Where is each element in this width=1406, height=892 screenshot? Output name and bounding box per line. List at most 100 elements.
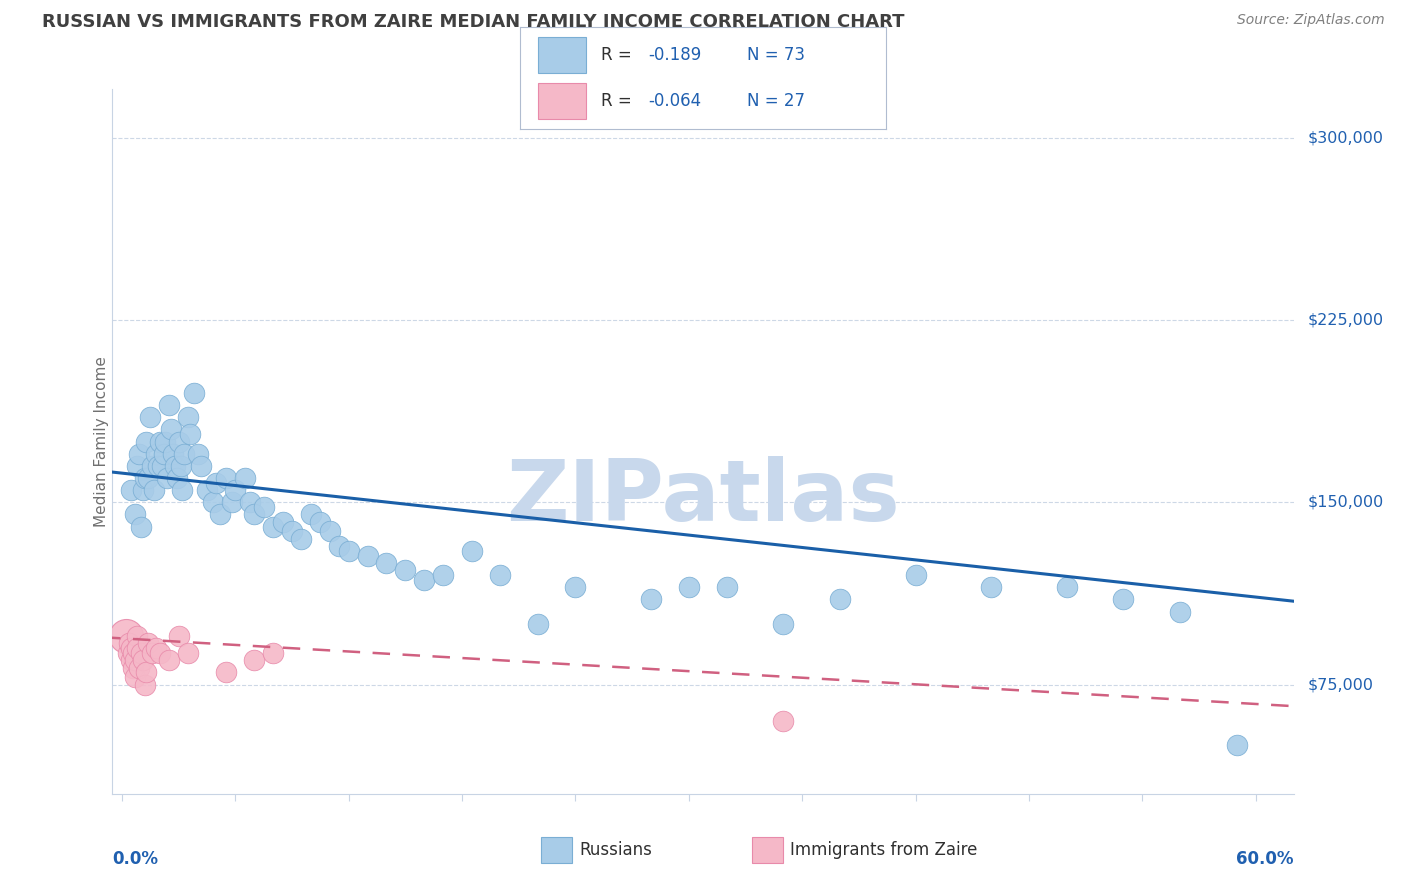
- Point: [239, 495, 262, 509]
- Point: [1112, 592, 1135, 607]
- Point: [160, 422, 183, 436]
- Point: [253, 500, 276, 515]
- Point: [1168, 605, 1191, 619]
- Text: R =: R =: [600, 92, 637, 110]
- Bar: [538, 83, 586, 119]
- Point: [772, 616, 794, 631]
- Point: [122, 660, 145, 674]
- Point: [125, 458, 148, 473]
- Point: [904, 568, 927, 582]
- Point: [195, 483, 218, 497]
- Text: ZIPatlas: ZIPatlas: [506, 457, 900, 540]
- Point: [413, 573, 436, 587]
- Point: [167, 434, 190, 449]
- Point: [243, 653, 266, 667]
- Point: [183, 386, 205, 401]
- Point: [124, 508, 146, 522]
- Point: [122, 646, 145, 660]
- Text: R =: R =: [600, 46, 637, 64]
- Point: [179, 427, 201, 442]
- Point: [129, 646, 152, 660]
- Point: [172, 483, 194, 497]
- Point: [114, 629, 136, 643]
- Point: [129, 519, 152, 533]
- Point: [145, 447, 167, 461]
- Point: [156, 471, 179, 485]
- Y-axis label: Median Family Income: Median Family Income: [94, 356, 108, 527]
- Point: [564, 580, 586, 594]
- Point: [215, 471, 238, 485]
- Point: [125, 641, 148, 656]
- Point: [149, 646, 172, 660]
- Point: [221, 495, 243, 509]
- Point: [134, 471, 156, 485]
- Point: [120, 483, 142, 497]
- Point: [271, 515, 294, 529]
- Point: [640, 592, 662, 607]
- Point: [1056, 580, 1078, 594]
- Text: Immigrants from Zaire: Immigrants from Zaire: [790, 841, 977, 859]
- Point: [146, 458, 169, 473]
- Point: [980, 580, 1002, 594]
- Point: [205, 475, 228, 490]
- Point: [299, 508, 322, 522]
- Point: [190, 458, 212, 473]
- Text: RUSSIAN VS IMMIGRANTS FROM ZAIRE MEDIAN FAMILY INCOME CORRELATION CHART: RUSSIAN VS IMMIGRANTS FROM ZAIRE MEDIAN …: [42, 13, 904, 31]
- Point: [135, 665, 157, 680]
- Text: -0.189: -0.189: [648, 46, 702, 64]
- Text: Russians: Russians: [579, 841, 652, 859]
- Point: [243, 508, 266, 522]
- Point: [828, 592, 851, 607]
- Point: [262, 646, 284, 660]
- Point: [120, 641, 142, 656]
- Point: [117, 646, 139, 660]
- Point: [215, 665, 238, 680]
- Point: [128, 660, 150, 674]
- Point: [772, 714, 794, 728]
- Point: [145, 641, 167, 656]
- Point: [375, 556, 398, 570]
- Point: [1226, 739, 1249, 753]
- Point: [173, 447, 195, 461]
- Text: Source: ZipAtlas.com: Source: ZipAtlas.com: [1237, 13, 1385, 28]
- Point: [394, 563, 416, 577]
- Point: [125, 629, 148, 643]
- Point: [224, 483, 246, 497]
- Point: [128, 447, 150, 461]
- Point: [152, 447, 174, 461]
- Point: [149, 434, 172, 449]
- Point: [262, 519, 284, 533]
- Point: [141, 646, 163, 660]
- Point: [118, 636, 141, 650]
- Point: [162, 447, 184, 461]
- Text: -0.064: -0.064: [648, 92, 702, 110]
- Point: [157, 653, 180, 667]
- Point: [138, 471, 160, 485]
- Text: N = 27: N = 27: [747, 92, 804, 110]
- Point: [135, 434, 157, 449]
- Point: [432, 568, 454, 582]
- Point: [319, 524, 342, 539]
- Point: [526, 616, 548, 631]
- Point: [124, 653, 146, 667]
- Point: [169, 458, 191, 473]
- Point: [120, 653, 142, 667]
- Point: [356, 549, 378, 563]
- Point: [157, 398, 180, 412]
- Point: [233, 471, 256, 485]
- Bar: [538, 37, 586, 73]
- Point: [337, 544, 360, 558]
- Point: [132, 483, 155, 497]
- Point: [167, 629, 190, 643]
- Text: $225,000: $225,000: [1308, 312, 1384, 327]
- Text: 60.0%: 60.0%: [1236, 850, 1294, 868]
- Point: [309, 515, 332, 529]
- Point: [132, 653, 155, 667]
- Point: [281, 524, 304, 539]
- Point: [489, 568, 512, 582]
- Point: [177, 410, 200, 425]
- Text: $75,000: $75,000: [1308, 677, 1374, 692]
- Point: [678, 580, 700, 594]
- Point: [124, 670, 146, 684]
- Point: [134, 677, 156, 691]
